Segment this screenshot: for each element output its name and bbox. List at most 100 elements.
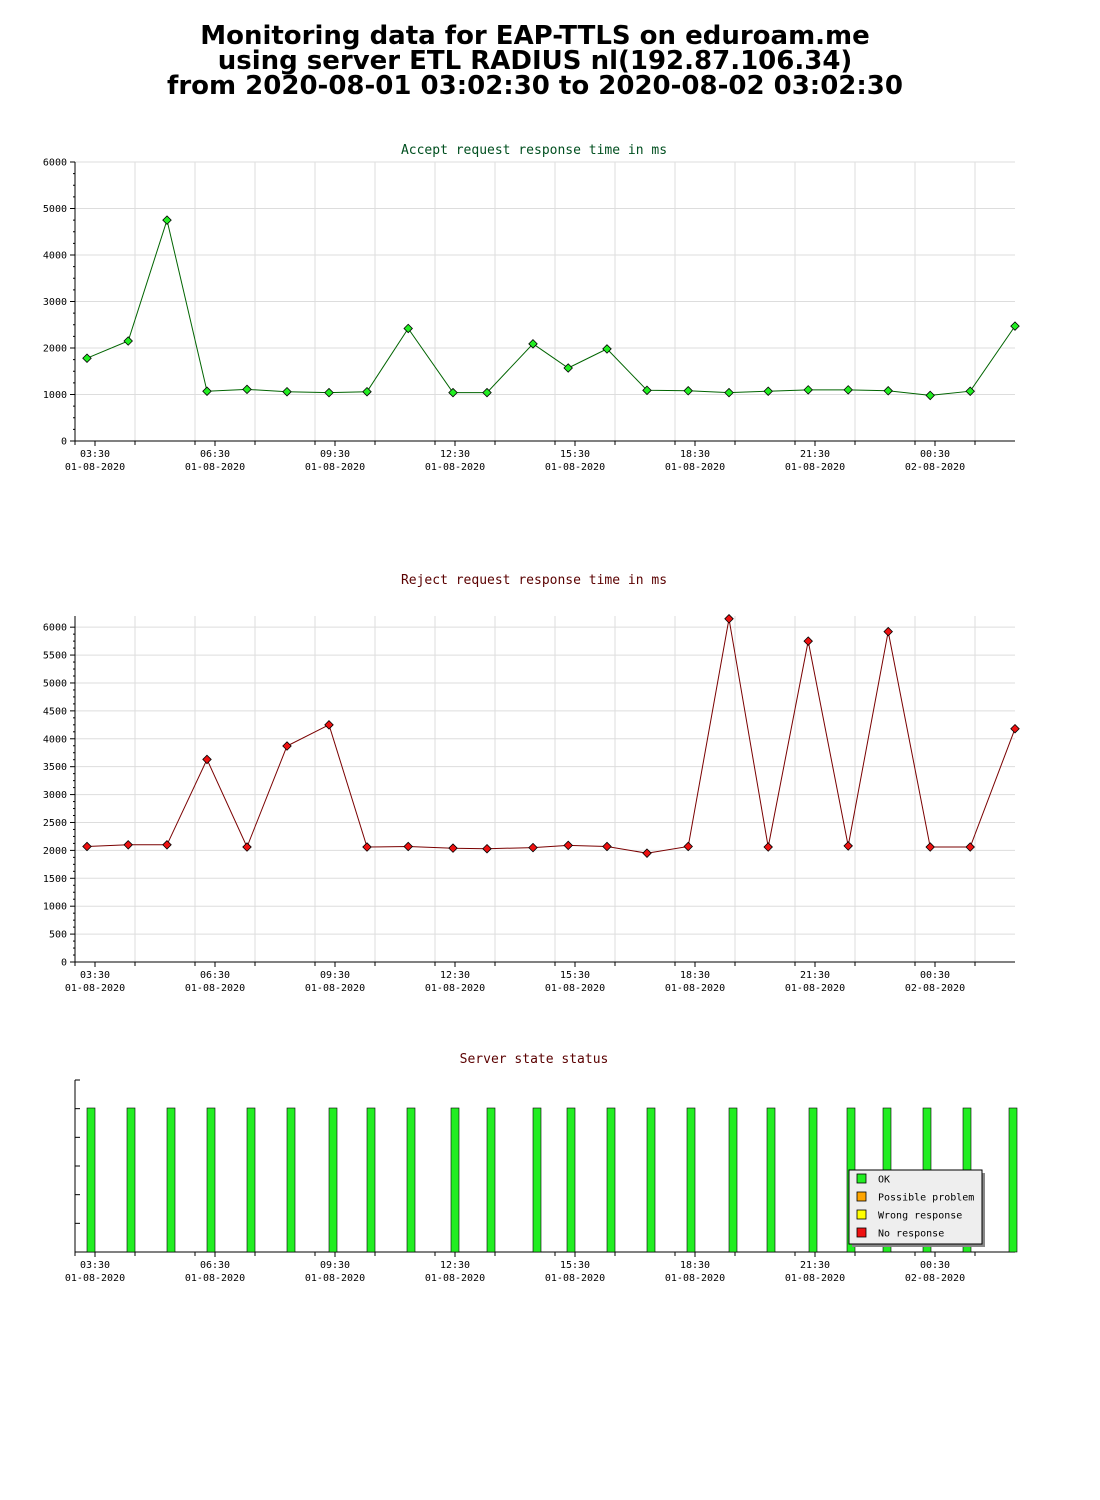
data-point xyxy=(642,385,652,396)
status-bar xyxy=(646,1107,656,1253)
legend-box xyxy=(848,1169,983,1245)
x-tick-label-date: 01-08-2020 xyxy=(185,983,245,994)
page-title-line-3: from 2020-08-01 03:02:30 to 2020-08-02 0… xyxy=(167,71,903,101)
x-tick-label-time: 03:30 xyxy=(80,1260,110,1271)
data-point xyxy=(925,842,935,852)
x-tick-label-time: 12:30 xyxy=(440,449,470,460)
status-bar xyxy=(566,1107,576,1253)
data-point xyxy=(602,841,612,852)
status-chart: Server state status 03:30 01-08-2020 06:30 0… xyxy=(65,1052,1018,1284)
data-point xyxy=(123,336,133,346)
x-tick-label-time: 18:30 xyxy=(680,449,710,460)
status-bar xyxy=(728,1107,738,1253)
x-tick-label-time: 21:30 xyxy=(800,449,830,460)
status-bar xyxy=(406,1107,416,1253)
x-tick-label-date: 01-08-2020 xyxy=(185,1273,245,1284)
x-tick-label-date: 01-08-2020 xyxy=(785,462,845,473)
data-point xyxy=(282,386,292,397)
data-point xyxy=(883,386,893,396)
x-tick-label-time: 06:30 xyxy=(200,970,230,981)
x-tick-label-time: 18:30 xyxy=(680,970,710,981)
page-title-line-1: Monitoring data for EAP-TTLS on eduroam.… xyxy=(200,21,870,51)
data-point xyxy=(965,842,975,852)
x-tick-label-time: 15:30 xyxy=(560,1260,590,1271)
data-point xyxy=(282,741,292,751)
data-point xyxy=(324,387,334,398)
data-point xyxy=(324,720,334,730)
data-point xyxy=(448,387,458,398)
x-tick-label-date: 01-08-2020 xyxy=(425,1273,485,1284)
y-tick-label: 3000 xyxy=(43,790,67,801)
data-point xyxy=(362,842,372,852)
data-point xyxy=(202,754,212,765)
status-bar xyxy=(486,1107,496,1253)
data-point xyxy=(843,841,853,851)
data-point xyxy=(162,840,172,850)
x-tick-label-time: 00:30 xyxy=(920,449,950,460)
x-tick-label-date: 01-08-2020 xyxy=(665,462,725,473)
y-tick-label: 6000 xyxy=(43,158,67,169)
x-tick-label-date: 01-08-2020 xyxy=(665,1273,725,1284)
x-tick-label-date: 01-08-2020 xyxy=(305,983,365,994)
data-point xyxy=(724,614,734,624)
status-bar xyxy=(86,1107,96,1253)
status-bar xyxy=(450,1107,460,1253)
x-tick-label-time: 09:30 xyxy=(320,449,350,460)
legend-swatch xyxy=(856,1173,867,1184)
x-tick-label-time: 03:30 xyxy=(80,970,110,981)
x-tick-label-date: 01-08-2020 xyxy=(785,1273,845,1284)
data-point xyxy=(925,390,935,401)
x-tick-label-time: 18:30 xyxy=(680,1260,710,1271)
x-tick-label-date: 01-08-2020 xyxy=(65,1273,125,1284)
chart-title: Accept request response time in ms xyxy=(401,143,667,158)
data-point xyxy=(602,344,612,354)
x-tick-label-time: 03:30 xyxy=(80,449,110,460)
data-point xyxy=(1010,723,1020,734)
x-tick-label-time: 12:30 xyxy=(440,970,470,981)
data-point xyxy=(528,339,538,349)
x-tick-label-time: 21:30 xyxy=(800,1260,830,1271)
x-tick-label-date: 01-08-2020 xyxy=(305,462,365,473)
x-tick-label-date: 01-08-2020 xyxy=(305,1273,365,1284)
legend-label: No response xyxy=(878,1229,944,1240)
x-tick-label-date: 01-08-2020 xyxy=(785,983,845,994)
data-point xyxy=(843,385,853,395)
data-point xyxy=(403,323,413,334)
x-tick-label-date: 01-08-2020 xyxy=(65,983,125,994)
y-tick-label: 6000 xyxy=(43,623,67,634)
x-tick-label-date: 02-08-2020 xyxy=(905,462,965,473)
data-point xyxy=(362,386,372,397)
x-tick-label-time: 06:30 xyxy=(200,449,230,460)
x-tick-label-time: 00:30 xyxy=(920,1260,950,1271)
y-tick-label: 3500 xyxy=(43,762,67,773)
legend-swatch xyxy=(856,1209,867,1220)
data-point xyxy=(803,636,813,646)
status-bar xyxy=(686,1107,696,1253)
y-tick-label: 1500 xyxy=(43,874,67,885)
status-bar xyxy=(766,1107,776,1253)
legend-swatch xyxy=(856,1191,867,1202)
x-tick-label-time: 09:30 xyxy=(320,1260,350,1271)
y-tick-label: 5000 xyxy=(43,678,67,689)
data-point xyxy=(763,386,773,397)
data-point xyxy=(763,842,773,852)
x-tick-label-time: 21:30 xyxy=(800,970,830,981)
y-tick-label: 3000 xyxy=(43,297,67,308)
x-tick-label-time: 09:30 xyxy=(320,970,350,981)
data-point xyxy=(883,626,893,637)
reject-chart: Reject request response time in ms 0 500 10… xyxy=(43,573,1020,994)
data-point xyxy=(82,353,92,363)
status-bar xyxy=(808,1107,818,1253)
data-point xyxy=(242,384,252,395)
data-point xyxy=(482,843,492,854)
x-tick-label-date: 01-08-2020 xyxy=(65,462,125,473)
data-point xyxy=(202,386,212,397)
x-tick-label-date: 01-08-2020 xyxy=(545,1273,605,1284)
page-title-line-2: using server ETL RADIUS nl(192.87.106.34… xyxy=(217,46,853,76)
x-tick-label-date: 01-08-2020 xyxy=(425,462,485,473)
status-bar xyxy=(1008,1107,1018,1253)
x-tick-label-time: 15:30 xyxy=(560,449,590,460)
data-point xyxy=(448,843,458,853)
y-tick-label: 1000 xyxy=(43,390,67,401)
